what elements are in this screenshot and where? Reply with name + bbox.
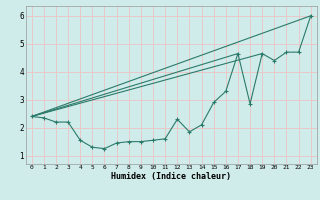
- X-axis label: Humidex (Indice chaleur): Humidex (Indice chaleur): [111, 172, 231, 181]
